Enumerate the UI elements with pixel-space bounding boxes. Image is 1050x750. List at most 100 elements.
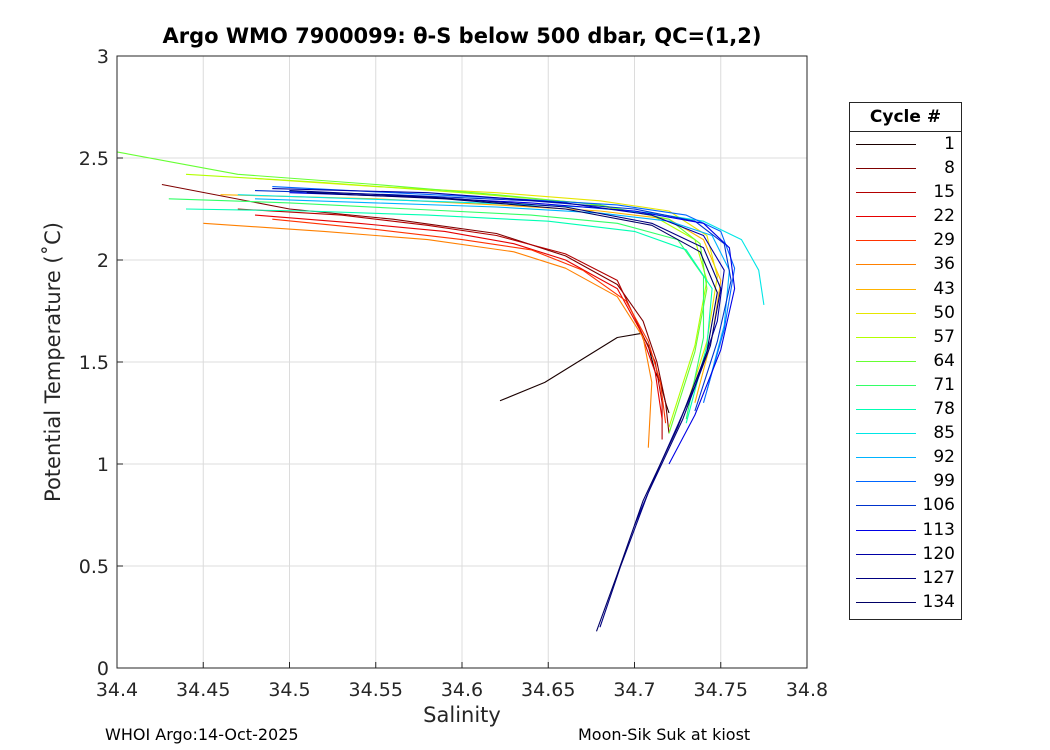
legend-item: 71 [850, 373, 961, 397]
legend-swatch [856, 192, 916, 194]
series-line-cycle-29 [272, 218, 667, 424]
legend-item: 78 [850, 397, 961, 421]
x-tick-label: 34.45 [176, 679, 230, 701]
axis-ticks: 34.4 34.45 34.5 34.55 34.6 34.65 34.7 34.75 34.8… [79, 46, 828, 701]
legend-item: 15 [850, 180, 961, 204]
plot-series [116, 151, 765, 632]
x-tick-label: 34.7 [613, 679, 655, 701]
legend-label: 113 [922, 519, 955, 540]
legend-item: 43 [850, 277, 961, 301]
footer-credit-right: Moon-Sik Suk at kiost [578, 725, 751, 744]
legend-item: 8 [850, 156, 961, 180]
series-line-cycle-71 [168, 198, 705, 420]
y-tick-label: 3 [97, 46, 109, 68]
legend-item: 127 [850, 566, 961, 590]
series-line-cycle-15 [237, 208, 663, 440]
x-tick-label: 34.5 [268, 679, 310, 701]
legend-swatch [856, 144, 916, 145]
legend-item: 106 [850, 493, 961, 517]
legend-label: 120 [922, 543, 955, 564]
legend-item: 50 [850, 301, 961, 325]
legend-swatch [856, 336, 916, 338]
footer-credit-left: WHOI Argo:14-Oct-2025 [105, 725, 299, 744]
legend-item: 36 [850, 252, 961, 276]
legend-swatch [856, 529, 916, 531]
x-tick-label: 34.65 [521, 679, 575, 701]
legend-swatch [856, 553, 916, 555]
y-tick-label: 0.5 [79, 556, 109, 578]
x-tick-label: 34.8 [786, 679, 828, 701]
legend-swatch [856, 601, 916, 603]
legend-label: 8 [944, 158, 955, 179]
legend-label: 78 [933, 399, 955, 420]
legend-label: 22 [933, 206, 955, 227]
series-line-cycle-99 [272, 186, 736, 403]
legend-label: 134 [922, 591, 955, 612]
legend-label: 36 [933, 254, 955, 275]
series-line-cycle-134 [306, 192, 718, 632]
legend-item: 85 [850, 421, 961, 445]
legend-label: 127 [922, 567, 955, 588]
legend-label: 15 [933, 182, 955, 203]
x-tick-label: 34.6 [441, 679, 483, 701]
y-tick-label: 1 [97, 454, 109, 476]
legend-label: 71 [933, 374, 955, 395]
legend-item: 1 [850, 132, 961, 156]
x-tick-label: 34.75 [694, 679, 748, 701]
legend-item: 99 [850, 469, 961, 493]
legend-label: 106 [922, 495, 955, 516]
legend-item: 134 [850, 590, 961, 614]
legend-swatch [856, 481, 916, 483]
legend-swatch [856, 409, 916, 411]
legend-swatch [856, 577, 916, 579]
legend-item: 92 [850, 445, 961, 469]
legend-label: 99 [933, 471, 955, 492]
legend-swatch [856, 457, 916, 459]
legend-swatch [856, 433, 916, 435]
series-line-cycle-78 [185, 208, 713, 424]
legend-label: 85 [933, 423, 955, 444]
series-line-cycle-36 [203, 222, 653, 448]
series-line-cycle-106 [254, 190, 732, 412]
legend-item: 22 [850, 204, 961, 228]
series-line-cycle-85 [237, 194, 765, 305]
series-line-cycle-127 [289, 190, 722, 628]
legend-label: 1 [944, 134, 955, 154]
legend-title: Cycle # [850, 103, 961, 132]
legend-label: 57 [933, 326, 955, 347]
series-line-cycle-22 [254, 214, 663, 420]
x-tick-label: 34.4 [96, 679, 138, 701]
legend-swatch [856, 216, 916, 218]
y-tick-label: 0 [97, 658, 109, 680]
legend-label: 50 [933, 302, 955, 323]
legend-swatch [856, 264, 916, 266]
series-line-cycle-1 [499, 332, 670, 414]
series-line-cycle-120 [272, 188, 725, 526]
legend-swatch [856, 240, 916, 242]
legend-swatch [856, 168, 916, 170]
legend-item: 57 [850, 325, 961, 349]
y-axis-label: Potential Temperature (˚C) [41, 222, 65, 502]
chart-title: Argo WMO 7900099: θ-S below 500 dbar, QC… [162, 24, 762, 48]
series-line-cycle-8 [161, 183, 670, 434]
x-axis-label: Salinity [423, 703, 501, 727]
legend-item: 113 [850, 518, 961, 542]
y-tick-label: 2 [97, 250, 109, 272]
legend-swatch [856, 505, 916, 507]
y-tick-label: 2.5 [79, 148, 109, 170]
legend-label: 43 [933, 278, 955, 299]
legend-label: 29 [933, 230, 955, 251]
legend-swatch [856, 312, 916, 314]
legend: Cycle # 1 8 15 22 29 36 43 50 57 64 71 78 85 92 99 106 1… [849, 102, 962, 620]
x-tick-label: 34.55 [349, 679, 403, 701]
legend-swatch [856, 288, 916, 290]
legend-item: 64 [850, 349, 961, 373]
legend-swatch [856, 384, 916, 386]
legend-item: 120 [850, 542, 961, 566]
legend-label: 64 [933, 350, 955, 371]
legend-item: 29 [850, 228, 961, 252]
legend-label: 92 [933, 447, 955, 468]
series-line-cycle-43 [220, 194, 722, 403]
y-tick-label: 1.5 [79, 352, 109, 374]
